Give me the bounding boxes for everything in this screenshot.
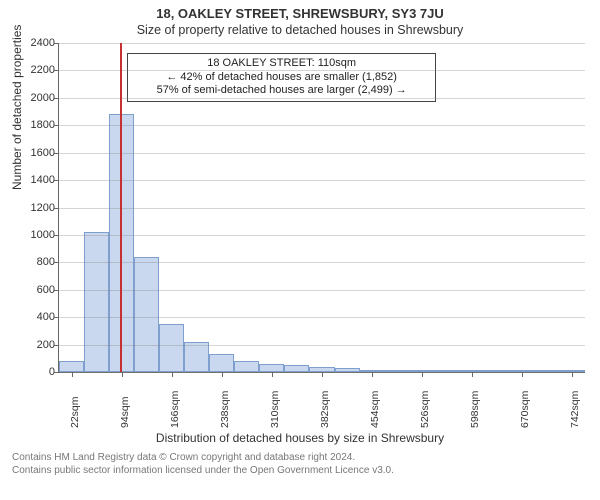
gridline xyxy=(59,317,585,318)
ytick-mark xyxy=(54,262,59,263)
xtick-label: 670sqm xyxy=(519,400,531,428)
xtick-label: 166sqm xyxy=(169,400,181,428)
histogram-bar xyxy=(209,354,234,372)
histogram-bar xyxy=(234,361,259,372)
y-axis-label: Number of detached properties xyxy=(10,25,24,190)
x-axis-label: Distribution of detached houses by size … xyxy=(0,431,600,445)
ytick-mark xyxy=(54,125,59,126)
xtick-mark xyxy=(572,372,573,377)
xtick-label: 454sqm xyxy=(369,400,381,428)
gridline xyxy=(59,180,585,181)
xtick-mark xyxy=(72,372,73,377)
gridline xyxy=(59,208,585,209)
plot-area: 18 OAKLEY STREET: 110sqm ← 42% of detach… xyxy=(58,43,585,373)
ytick-mark xyxy=(54,235,59,236)
xtick-mark xyxy=(122,372,123,377)
xtick-mark xyxy=(372,372,373,377)
histogram-bar xyxy=(159,324,184,372)
ytick-mark xyxy=(54,98,59,99)
annotation-line3: 57% of semi-detached houses are larger (… xyxy=(134,84,429,98)
xtick-mark xyxy=(272,372,273,377)
gridline xyxy=(59,290,585,291)
xtick-mark xyxy=(172,372,173,377)
xtick-label: 238sqm xyxy=(219,400,231,428)
xtick-label: 598sqm xyxy=(469,400,481,428)
xtick-label: 742sqm xyxy=(569,400,581,428)
ytick-mark xyxy=(54,180,59,181)
gridline xyxy=(59,98,585,99)
xtick-label: 310sqm xyxy=(269,400,281,428)
xtick-mark xyxy=(472,372,473,377)
xtick-label: 526sqm xyxy=(419,400,431,428)
xtick-label: 94sqm xyxy=(119,400,131,428)
ytick-mark xyxy=(54,290,59,291)
ytick-mark xyxy=(54,70,59,71)
gridline xyxy=(59,153,585,154)
gridline xyxy=(59,262,585,263)
xtick-mark xyxy=(522,372,523,377)
histogram-bar xyxy=(184,342,209,372)
ytick-mark xyxy=(54,153,59,154)
histogram-bar xyxy=(259,364,284,372)
xtick-label: 22sqm xyxy=(69,400,81,428)
chart-subtitle: Size of property relative to detached ho… xyxy=(0,21,600,37)
ytick-mark xyxy=(54,372,59,373)
ytick-mark xyxy=(54,317,59,318)
histogram-bar xyxy=(84,232,109,372)
annotation-line2: ← 42% of detached houses are smaller (1,… xyxy=(134,71,429,85)
footer-line2: Contains public sector information licen… xyxy=(12,464,588,477)
gridline xyxy=(59,345,585,346)
chart-area: 18 OAKLEY STREET: 110sqm ← 42% of detach… xyxy=(58,43,585,373)
footer-line1: Contains HM Land Registry data © Crown c… xyxy=(12,451,588,464)
annotation-box: 18 OAKLEY STREET: 110sqm ← 42% of detach… xyxy=(127,53,436,102)
annotation-line1: 18 OAKLEY STREET: 110sqm xyxy=(134,57,429,71)
ytick-mark xyxy=(54,208,59,209)
histogram-bar xyxy=(284,365,309,372)
page-address: 18, OAKLEY STREET, SHREWSBURY, SY3 7JU xyxy=(0,0,600,21)
xtick-mark xyxy=(222,372,223,377)
footer: Contains HM Land Registry data © Crown c… xyxy=(0,445,600,477)
ytick-mark xyxy=(54,345,59,346)
histogram-bar xyxy=(59,361,84,372)
gridline xyxy=(59,125,585,126)
histogram-bar xyxy=(134,257,159,372)
gridline xyxy=(59,70,585,71)
marker-line xyxy=(120,43,122,372)
xtick-label: 382sqm xyxy=(319,400,331,428)
xtick-mark xyxy=(322,372,323,377)
gridline xyxy=(59,43,585,44)
ytick-mark xyxy=(54,43,59,44)
gridline xyxy=(59,235,585,236)
xtick-mark xyxy=(422,372,423,377)
